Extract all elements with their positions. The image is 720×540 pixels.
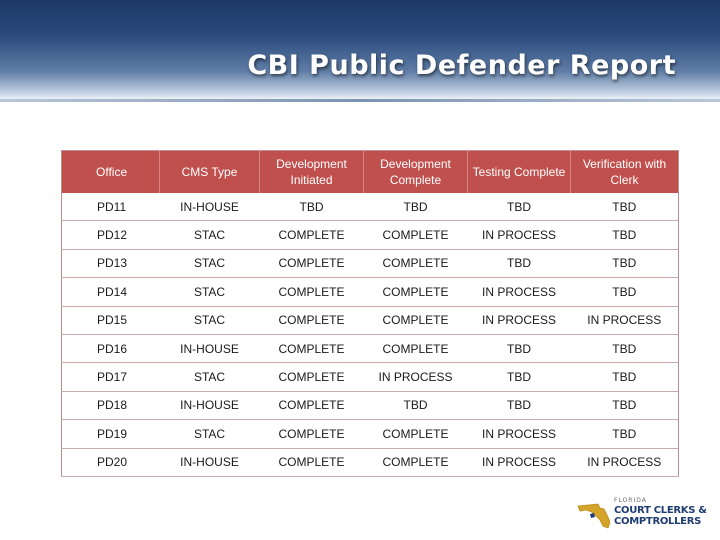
cell-verification-with-clerk: IN PROCESS [570,306,679,335]
cell-development-complete: IN PROCESS [363,362,468,392]
logo-line-comptrollers: COMPTROLLERS [614,516,702,527]
cell-development-initiated: COMPLETE [259,419,364,449]
cell-cms-type: STAC [159,277,260,307]
cell-verification-with-clerk: TBD [570,193,679,222]
table-row: PD20 IN-HOUSE COMPLETE COMPLETE IN PROCE… [61,448,679,477]
cell-verification-with-clerk: TBD [570,249,679,279]
cell-cms-type: STAC [159,306,260,335]
table-row: PD14 STAC COMPLETE COMPLETE IN PROCESS T… [61,277,679,307]
header-row: Office CMS Type Development Initiated De… [61,150,679,193]
cell-verification-with-clerk: TBD [570,362,679,392]
cell-development-complete: COMPLETE [363,249,468,279]
cell-development-complete: COMPLETE [363,220,468,250]
cell-verification-with-clerk: IN PROCESS [570,448,679,477]
cell-verification-with-clerk: TBD [570,277,679,307]
header-cms-type: CMS Type [159,150,260,193]
cell-development-initiated: COMPLETE [259,277,364,307]
cell-verification-with-clerk: TBD [570,419,679,449]
cell-testing-complete: IN PROCESS [467,306,571,335]
florida-state-icon [577,503,611,529]
header-development-initiated: Development Initiated [259,150,364,193]
cell-development-initiated: TBD [259,193,364,222]
cell-verification-with-clerk: TBD [570,334,679,364]
cell-office: PD11 [61,193,160,222]
cell-cms-type: IN-HOUSE [159,334,260,364]
cell-office: PD20 [61,448,160,477]
table-body: PD11 IN-HOUSE TBD TBD TBD TBD PD12 STAC … [61,193,679,477]
cell-cms-type: STAC [159,362,260,392]
table-row: PD17 STAC COMPLETE IN PROCESS TBD TBD [61,362,679,392]
cell-development-complete: COMPLETE [363,448,468,477]
title-divider [0,99,720,102]
cell-cms-type: STAC [159,249,260,279]
header-testing-complete: Testing Complete [467,150,571,193]
logo-line-florida: FLORIDA [614,497,647,504]
cell-testing-complete: IN PROCESS [467,220,571,250]
cell-development-complete: TBD [363,193,468,222]
table-row: PD13 STAC COMPLETE COMPLETE TBD TBD [61,249,679,279]
table-row: PD19 STAC COMPLETE COMPLETE IN PROCESS T… [61,419,679,449]
cell-development-complete: COMPLETE [363,277,468,307]
cell-office: PD19 [61,419,160,449]
cell-verification-with-clerk: TBD [570,391,679,421]
cell-verification-with-clerk: TBD [570,220,679,250]
table-header: Office CMS Type Development Initiated De… [61,150,679,193]
cell-office: PD13 [61,249,160,279]
cell-testing-complete: TBD [467,193,571,222]
cell-office: PD15 [61,306,160,335]
cell-development-complete: COMPLETE [363,334,468,364]
cell-testing-complete: IN PROCESS [467,448,571,477]
cell-office: PD16 [61,334,160,364]
cell-office: PD17 [61,362,160,392]
cell-development-initiated: COMPLETE [259,220,364,250]
florida-clerks-logo: FLORIDA COURT CLERKS & COMPTROLLERS [576,496,707,532]
table-row: PD11 IN-HOUSE TBD TBD TBD TBD [61,193,679,222]
logo-line-court-clerks: COURT CLERKS & [614,505,707,516]
cell-cms-type: STAC [159,419,260,449]
cell-testing-complete: TBD [467,362,571,392]
table-row: PD12 STAC COMPLETE COMPLETE IN PROCESS T… [61,220,679,250]
report-table: Office CMS Type Development Initiated De… [61,150,679,477]
cell-cms-type: STAC [159,220,260,250]
cell-testing-complete: TBD [467,249,571,279]
header-verification-with-clerk: Verification with Clerk [570,150,679,193]
cell-testing-complete: IN PROCESS [467,277,571,307]
title-band [0,0,720,102]
cell-development-initiated: COMPLETE [259,306,364,335]
cell-development-initiated: COMPLETE [259,334,364,364]
cell-cms-type: IN-HOUSE [159,193,260,222]
cell-development-initiated: COMPLETE [259,362,364,392]
cell-cms-type: IN-HOUSE [159,448,260,477]
cell-development-initiated: COMPLETE [259,249,364,279]
cell-cms-type: IN-HOUSE [159,391,260,421]
cell-development-complete: COMPLETE [363,306,468,335]
table-row: PD15 STAC COMPLETE COMPLETE IN PROCESS I… [61,306,679,335]
cell-development-complete: TBD [363,391,468,421]
cell-testing-complete: TBD [467,391,571,421]
cell-development-complete: COMPLETE [363,419,468,449]
cell-office: PD18 [61,391,160,421]
cell-testing-complete: TBD [467,334,571,364]
cell-office: PD14 [61,277,160,307]
cell-testing-complete: IN PROCESS [467,419,571,449]
slide-title: CBI Public Defender Report [247,50,676,81]
table-row: PD16 IN-HOUSE COMPLETE COMPLETE TBD TBD [61,334,679,364]
header-office: Office [61,150,160,193]
header-development-complete: Development Complete [363,150,468,193]
cell-development-initiated: COMPLETE [259,448,364,477]
table-row: PD18 IN-HOUSE COMPLETE TBD TBD TBD [61,391,679,421]
cell-development-initiated: COMPLETE [259,391,364,421]
cell-office: PD12 [61,220,160,250]
